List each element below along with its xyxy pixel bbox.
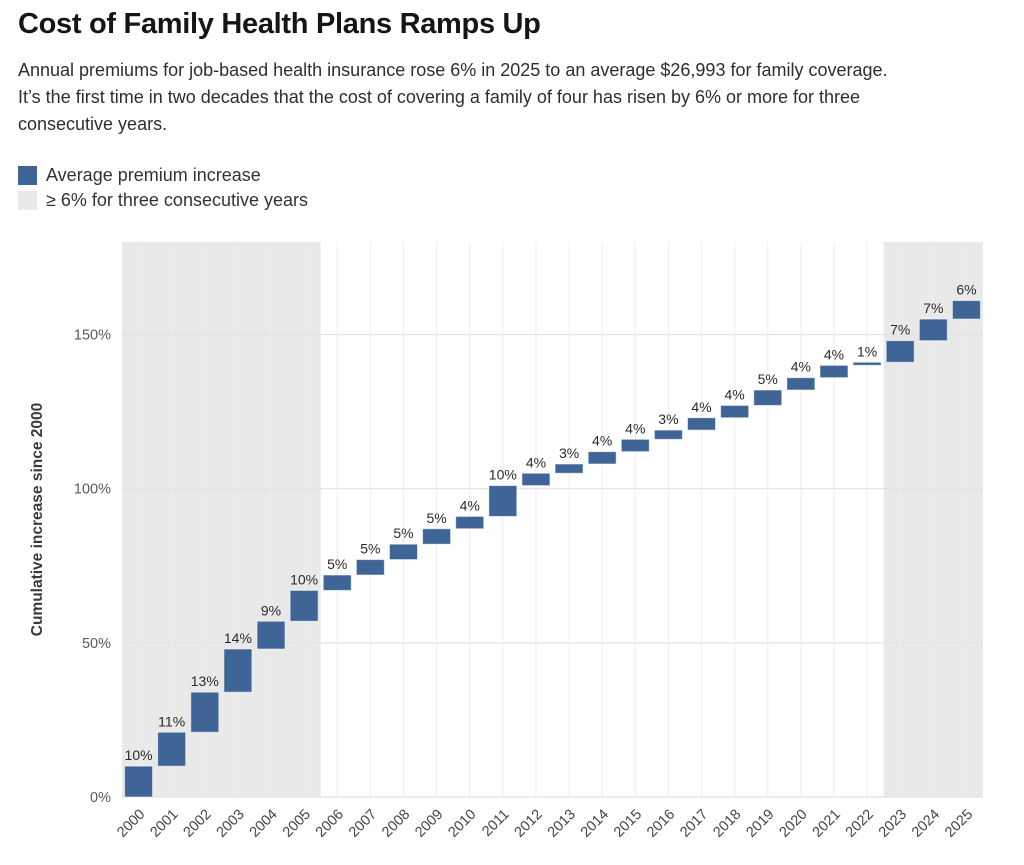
x-tick-label-2019: 2019 bbox=[743, 807, 777, 841]
chart-subtitle: Annual premiums for job-based health ins… bbox=[18, 57, 1018, 138]
x-tick-label-2020: 2020 bbox=[777, 807, 811, 841]
page-title: Cost of Family Health Plans Ramps Up bbox=[18, 8, 541, 40]
bar-2024 bbox=[918, 318, 948, 342]
bar-label-2016: 3% bbox=[658, 411, 678, 427]
bar-label-2010: 4% bbox=[460, 497, 480, 513]
x-tick-label-2002: 2002 bbox=[180, 807, 214, 841]
bar-2019 bbox=[753, 389, 783, 406]
x-tick-label-2015: 2015 bbox=[611, 807, 645, 841]
y-tick-label-50%: 50% bbox=[82, 636, 111, 652]
bar-label-2007: 5% bbox=[360, 541, 380, 557]
bar-2003 bbox=[223, 648, 253, 693]
x-tick-label-2024: 2024 bbox=[909, 807, 943, 841]
subtitle-line-2: It’s the first time in two decades that … bbox=[18, 87, 861, 107]
bar-2014 bbox=[587, 451, 617, 465]
bar-2002 bbox=[190, 691, 220, 733]
bar-2007 bbox=[355, 559, 385, 576]
bar-label-2006: 5% bbox=[327, 556, 347, 572]
x-tick-label-2012: 2012 bbox=[512, 807, 546, 841]
x-tick-label-2025: 2025 bbox=[942, 807, 976, 841]
legend-swatch-band-color bbox=[18, 191, 37, 210]
x-tick-label-2005: 2005 bbox=[280, 807, 314, 841]
bar-label-2015: 4% bbox=[625, 420, 645, 436]
bar-2021 bbox=[819, 364, 849, 379]
bar-2001 bbox=[157, 731, 187, 767]
y-axis-title: Cumulative increase since 2000 bbox=[29, 403, 46, 637]
bar-label-2014: 4% bbox=[592, 433, 612, 449]
x-tick-label-2014: 2014 bbox=[578, 807, 612, 841]
bar-2025 bbox=[951, 300, 981, 320]
x-tick-label-2008: 2008 bbox=[379, 807, 413, 841]
bar-2008 bbox=[388, 543, 418, 561]
bar-2022 bbox=[852, 361, 882, 366]
bar-label-2005: 10% bbox=[290, 571, 318, 587]
bar-label-2000: 10% bbox=[125, 747, 153, 763]
bar-2023 bbox=[885, 340, 915, 363]
legend-label: Average premium increase bbox=[46, 165, 261, 185]
highlight-band-1 bbox=[122, 242, 321, 797]
y-tick-label-150%: 150% bbox=[74, 328, 111, 344]
bar-label-2009: 5% bbox=[426, 510, 446, 526]
bar-2000 bbox=[124, 765, 154, 798]
bar-label-2023: 7% bbox=[890, 322, 910, 338]
bar-label-2025: 6% bbox=[956, 282, 976, 298]
bar-label-2018: 4% bbox=[725, 386, 745, 402]
x-tick-label-2022: 2022 bbox=[843, 807, 877, 841]
bar-2013 bbox=[554, 463, 584, 474]
bar-2016 bbox=[653, 429, 683, 440]
y-tick-label-0%: 0% bbox=[90, 790, 111, 806]
bar-label-2019: 5% bbox=[758, 371, 778, 387]
bar-2011 bbox=[488, 485, 518, 517]
x-tick-label-2011: 2011 bbox=[479, 807, 512, 840]
x-tick-label-2001: 2001 bbox=[147, 807, 181, 841]
bar-2012 bbox=[521, 472, 551, 487]
x-tick-label-2004: 2004 bbox=[247, 807, 281, 841]
subtitle-line-1: Annual premiums for job-based health ins… bbox=[18, 60, 888, 80]
bar-2004 bbox=[256, 620, 286, 650]
bar-label-2022: 1% bbox=[857, 343, 877, 359]
subtitle-line-3: consecutive years. bbox=[18, 114, 168, 134]
bar-label-2021: 4% bbox=[824, 346, 844, 362]
bar-label-2024: 7% bbox=[923, 300, 943, 316]
bar-label-2012: 4% bbox=[526, 454, 546, 470]
bar-label-2002: 13% bbox=[191, 673, 219, 689]
legend-label: ≥ 6% for three consecutive years bbox=[46, 190, 309, 210]
x-tick-label-2023: 2023 bbox=[876, 807, 910, 841]
x-tick-label-2006: 2006 bbox=[313, 807, 347, 841]
x-tick-label-2007: 2007 bbox=[346, 807, 380, 841]
x-tick-label-2003: 2003 bbox=[214, 807, 248, 841]
legend-item-premium-increase: Average premium increase bbox=[18, 163, 308, 188]
bar-label-2001: 11% bbox=[158, 713, 185, 729]
x-tick-label-2000: 2000 bbox=[114, 807, 148, 841]
bar-2009 bbox=[422, 528, 452, 545]
x-tick-label-2013: 2013 bbox=[545, 807, 579, 841]
bar-2006 bbox=[322, 574, 352, 591]
bar-label-2004: 9% bbox=[261, 602, 281, 618]
bar-label-2008: 5% bbox=[393, 525, 413, 541]
x-tick-label-2009: 2009 bbox=[412, 807, 446, 841]
bar-2005 bbox=[289, 589, 319, 622]
bar-2015 bbox=[620, 438, 650, 453]
legend-item-consecutive-years: ≥ 6% for three consecutive years bbox=[18, 188, 308, 213]
bar-label-2013: 3% bbox=[559, 445, 579, 461]
x-tick-label-2010: 2010 bbox=[445, 807, 479, 841]
x-tick-label-2017: 2017 bbox=[677, 807, 711, 841]
bar-2020 bbox=[786, 377, 816, 391]
bar-2010 bbox=[455, 515, 485, 530]
chart-legend: Average premium increase ≥ 6% for three … bbox=[18, 163, 308, 213]
x-tick-label-2016: 2016 bbox=[644, 807, 678, 841]
bar-label-2020: 4% bbox=[791, 359, 811, 375]
bar-2017 bbox=[687, 417, 717, 431]
x-tick-label-2021: 2021 bbox=[810, 807, 844, 841]
bar-2018 bbox=[720, 404, 750, 419]
x-tick-label-2018: 2018 bbox=[710, 807, 744, 841]
bar-label-2011: 10% bbox=[489, 467, 517, 483]
bar-label-2017: 4% bbox=[691, 399, 711, 415]
legend-swatch-bar-color bbox=[18, 166, 37, 185]
bar-label-2003: 14% bbox=[224, 630, 252, 646]
y-tick-label-100%: 100% bbox=[74, 482, 111, 498]
